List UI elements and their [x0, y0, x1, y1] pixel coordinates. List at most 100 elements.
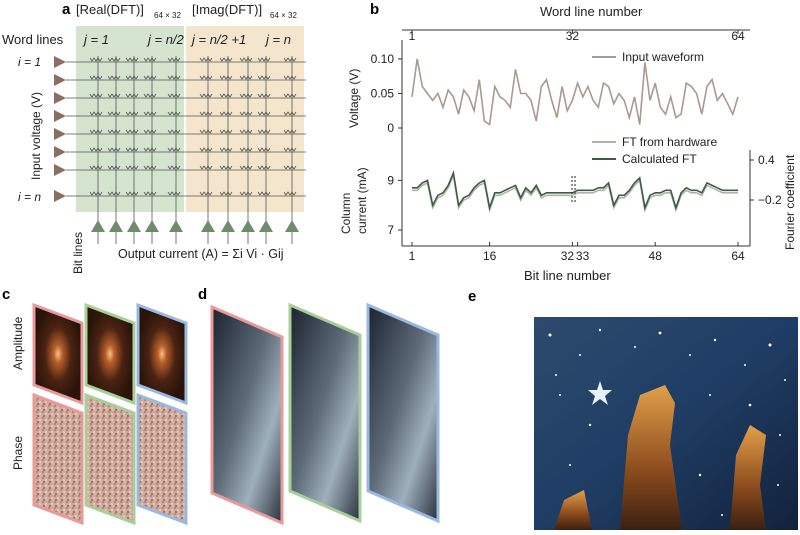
memristor-cell	[89, 75, 103, 80]
memristor-cell	[199, 75, 213, 80]
star	[779, 434, 781, 436]
memristor-cell	[257, 129, 271, 134]
legend-hw-label: FT from hardware	[622, 135, 717, 149]
star	[548, 333, 552, 337]
memristor-cell	[257, 75, 271, 80]
memristor-cell	[283, 147, 297, 152]
phase-map-green	[84, 392, 136, 526]
star	[768, 343, 772, 347]
crossbar-diagram: a [Real(DFT)] 64 × 32 [Imag(DFT)] 64 × 3…	[2, 1, 306, 274]
output-amplifier	[169, 220, 183, 232]
panel-e-figure: e	[468, 288, 798, 530]
pillar-small	[554, 490, 592, 530]
memristor-cell	[239, 165, 253, 170]
memristor-cell	[199, 165, 213, 170]
word-lines-label: Word lines	[2, 32, 64, 47]
star	[689, 354, 691, 356]
current-tick-label: 7	[387, 223, 394, 237]
reconstruction-blue	[366, 302, 440, 524]
panel-d: d	[190, 285, 460, 530]
memristor-cell	[167, 129, 181, 134]
memristor-cell	[89, 129, 103, 134]
output-amplifier	[241, 220, 255, 232]
fourier-tick-label: 0.4	[758, 153, 775, 167]
phase-map-blue	[136, 392, 188, 526]
output-amplifier	[259, 220, 273, 232]
memristor-cell	[107, 191, 121, 196]
voltage-tick-label: 0.10	[371, 52, 395, 66]
star	[698, 473, 702, 477]
memristor-cell	[199, 111, 213, 116]
memristor-cell	[199, 129, 213, 134]
top-tick-label: 1	[409, 29, 416, 43]
output-amplifier	[221, 220, 235, 232]
top-axis-label: Word line number	[540, 4, 643, 19]
phase-map-red	[32, 392, 84, 526]
memristor-cell	[239, 111, 253, 116]
right-axis-label: Fourier coefficient	[783, 154, 797, 250]
memristor-cell	[199, 147, 213, 152]
pillar-large	[620, 385, 682, 530]
memristor-cell	[89, 57, 103, 62]
imag-dft-subscript: 64 × 32	[270, 11, 297, 20]
memristor-cell	[283, 191, 297, 196]
panel-c: c Amplitude Phase	[0, 285, 200, 530]
star	[721, 514, 723, 516]
star	[555, 374, 557, 376]
star	[748, 403, 752, 407]
in-label: i = n	[18, 190, 41, 204]
memristor-cell	[219, 111, 233, 116]
star	[784, 379, 786, 381]
memristor-cell	[219, 147, 233, 152]
memristor-cell	[89, 111, 103, 116]
panel-c-letter: c	[2, 286, 10, 303]
current-axis-label-1: Column	[339, 193, 353, 234]
memristor-cell	[239, 57, 253, 62]
memristor-cell	[125, 147, 139, 152]
memristor-cell	[125, 75, 139, 80]
star	[598, 328, 602, 332]
panel-b-letter: b	[370, 1, 379, 18]
jn2-label: j = n/2	[146, 32, 185, 47]
memristor-cell	[239, 191, 253, 196]
star	[709, 394, 711, 396]
memristor-cell	[107, 57, 121, 62]
memristor-cell	[199, 93, 213, 98]
memristor-cell	[107, 75, 121, 80]
amplitude-map-blue	[136, 302, 188, 406]
input-arrow	[54, 190, 66, 202]
memristor-cell	[257, 93, 271, 98]
series-calculated-ft	[412, 170, 738, 211]
panel-e-letter: e	[468, 288, 476, 305]
bottom-tick-label: 48	[649, 249, 663, 263]
memristor-cell	[143, 165, 157, 170]
memristor-cell	[125, 129, 139, 134]
memristor-cell	[143, 147, 157, 152]
memristor-cell	[107, 147, 121, 152]
memristor-cell	[257, 191, 271, 196]
output-amplifier	[201, 220, 215, 232]
output-amplifier	[285, 220, 299, 232]
star	[588, 423, 592, 427]
output-amplifier	[91, 220, 105, 232]
bottom-axis-label: Bit line number	[524, 268, 611, 283]
i1-label: i = 1	[18, 55, 41, 69]
memristor-cell	[257, 57, 271, 62]
memristor-cell	[199, 57, 213, 62]
panel-a: a [Real(DFT)] 64 × 32 [Imag(DFT)] 64 × 3…	[0, 0, 330, 280]
memristor-cell	[257, 111, 271, 116]
output-amplifier	[145, 220, 159, 232]
memristor-cell	[219, 129, 233, 134]
memristor-cell	[167, 111, 181, 116]
memristor-cell	[167, 165, 181, 170]
memristor-cell	[239, 147, 253, 152]
star	[579, 354, 581, 356]
memristor-cell	[125, 165, 139, 170]
bottom-tick-label: 33	[576, 249, 590, 263]
memristor-cell	[283, 75, 297, 80]
memristor-cell	[219, 191, 233, 196]
amplitude-stack	[32, 302, 188, 406]
input-arrow	[54, 146, 66, 158]
input-arrow	[54, 110, 66, 122]
